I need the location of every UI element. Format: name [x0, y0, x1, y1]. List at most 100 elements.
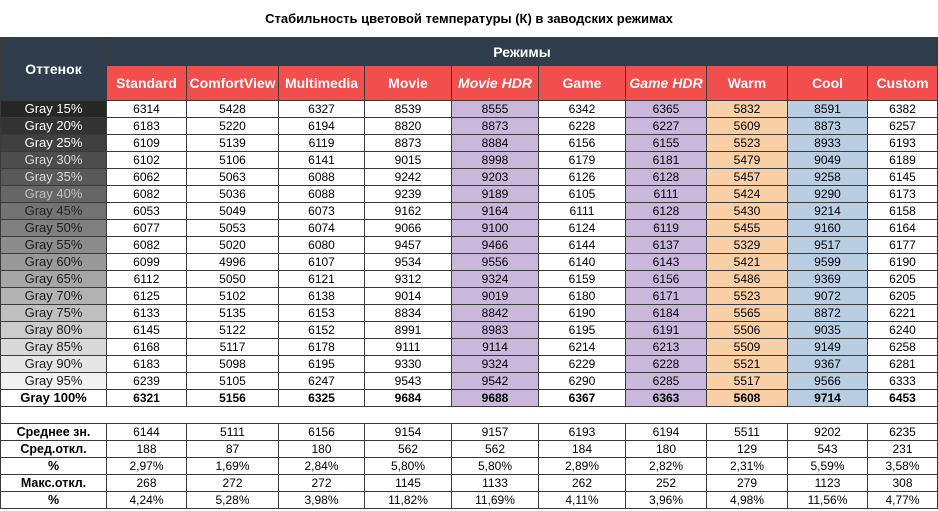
- value-cell: 6102: [106, 151, 187, 169]
- table-row: Gray 50% 6077 5053 6074 9066 9100 6124 6119 5455…: [0, 219, 938, 237]
- value-cell: 9015: [364, 151, 452, 169]
- value-cell: 6111: [625, 185, 707, 203]
- stats-value: 5111: [186, 423, 279, 441]
- value-cell: 6082: [106, 236, 187, 254]
- value-cell: 6082: [106, 185, 187, 203]
- value-cell: 6382: [867, 100, 938, 118]
- value-cell: 6080: [278, 236, 365, 254]
- gray-level-label: Gray 50%: [0, 219, 107, 237]
- stats-label: Среднее зн.: [0, 423, 107, 441]
- stats-label: %: [0, 457, 107, 475]
- value-cell: 6153: [278, 304, 365, 322]
- value-cell: 6156: [625, 270, 707, 288]
- stats-value: 2,31%: [706, 457, 788, 475]
- value-cell: 6144: [538, 236, 626, 254]
- value-cell: 6159: [538, 270, 626, 288]
- value-cell: 9164: [451, 202, 539, 220]
- stats-value: 5511: [706, 423, 788, 441]
- value-cell: 6221: [867, 304, 938, 322]
- stats-value: 272: [278, 474, 365, 492]
- value-cell: 5220: [186, 117, 279, 135]
- table-row: Gray 100% 6321 5156 6325 9684 9688 6367 6363 560…: [0, 389, 938, 407]
- value-cell: 5523: [706, 134, 788, 152]
- column-header: Custom: [867, 65, 938, 101]
- value-cell: 9239: [364, 185, 452, 203]
- value-cell: 6228: [538, 117, 626, 135]
- value-cell: 9214: [787, 202, 868, 220]
- value-cell: 9014: [364, 287, 452, 305]
- gray-level-label: Gray 100%: [0, 389, 107, 407]
- value-cell: 6062: [106, 168, 187, 186]
- value-cell: 9466: [451, 236, 539, 254]
- value-cell: 5479: [706, 151, 788, 169]
- value-cell: 6228: [625, 355, 707, 373]
- value-cell: 6314: [106, 100, 187, 118]
- value-cell: 6205: [867, 287, 938, 305]
- table-row: Gray 90% 6183 5098 6195 9330 9324 6229 6228 5521…: [0, 355, 938, 373]
- value-cell: 5053: [186, 219, 279, 237]
- stats-value: 3,98%: [278, 491, 365, 509]
- value-cell: 9324: [451, 355, 539, 373]
- value-cell: 6168: [106, 338, 187, 356]
- stats-value: 543: [787, 440, 868, 458]
- value-cell: 6126: [538, 168, 626, 186]
- value-cell: 9162: [364, 202, 452, 220]
- value-cell: 6205: [867, 270, 938, 288]
- gray-level-label: Gray 60%: [0, 253, 107, 271]
- value-cell: 9072: [787, 287, 868, 305]
- value-cell: 6141: [278, 151, 365, 169]
- value-cell: 9111: [364, 338, 452, 356]
- value-cell: 5156: [186, 389, 279, 407]
- table-row: Gray 60% 6099 4996 6107 9534 9556 6140 6143 5421…: [0, 253, 938, 271]
- value-cell: 6107: [278, 253, 365, 271]
- value-cell: 6281: [867, 355, 938, 373]
- value-cell: 6180: [538, 287, 626, 305]
- value-cell: 6367: [538, 389, 626, 407]
- column-header: Movie: [364, 65, 452, 101]
- value-cell: 6143: [625, 253, 707, 271]
- stats-value: 3,58%: [867, 457, 938, 475]
- separator-cell: [0, 406, 938, 424]
- value-cell: 9684: [364, 389, 452, 407]
- value-cell: 6333: [867, 372, 938, 390]
- value-cell: 6140: [538, 253, 626, 271]
- value-cell: 6158: [867, 202, 938, 220]
- value-cell: 6183: [106, 355, 187, 373]
- value-cell: 5455: [706, 219, 788, 237]
- column-header: Movie HDR: [451, 65, 539, 101]
- value-cell: 6128: [625, 168, 707, 186]
- value-cell: 9035: [787, 321, 868, 339]
- gray-level-label: Gray 40%: [0, 185, 107, 203]
- value-cell: 9312: [364, 270, 452, 288]
- value-cell: 9114: [451, 338, 539, 356]
- stats-value: 5,80%: [451, 457, 539, 475]
- table-row: Gray 80% 6145 5122 6152 8991 8983 6195 6191 5506…: [0, 321, 938, 339]
- value-cell: 6257: [867, 117, 938, 135]
- value-cell: 5036: [186, 185, 279, 203]
- value-cell: 5020: [186, 236, 279, 254]
- value-cell: 6229: [538, 355, 626, 373]
- stats-value: 2,89%: [538, 457, 626, 475]
- stats-value: 180: [625, 440, 707, 458]
- table-row: Gray 30% 6102 5106 6141 9015 8998 6179 6181 5479…: [0, 151, 938, 169]
- color-temperature-table: Оттенок Режимы Standard ComfortView Multim…: [0, 37, 938, 509]
- table-row: Gray 75% 6133 5135 6153 8834 8842 6190 6184 5565…: [0, 304, 938, 322]
- table-row: Gray 65% 6112 5050 6121 9312 9324 6159 6156 5486…: [0, 270, 938, 288]
- value-cell: 6342: [538, 100, 626, 118]
- value-cell: 6152: [278, 321, 365, 339]
- stats-value: 6235: [867, 423, 938, 441]
- value-cell: 6112: [106, 270, 187, 288]
- value-cell: 8884: [451, 134, 539, 152]
- value-cell: 5430: [706, 202, 788, 220]
- value-cell: 8555: [451, 100, 539, 118]
- value-cell: 5523: [706, 287, 788, 305]
- column-header: Warm: [706, 65, 788, 101]
- value-cell: 6125: [106, 287, 187, 305]
- value-cell: 6155: [625, 134, 707, 152]
- stats-value: 1133: [451, 474, 539, 492]
- value-cell: 9367: [787, 355, 868, 373]
- stats-value: 3,96%: [625, 491, 707, 509]
- value-cell: 9543: [364, 372, 452, 390]
- value-cell: 6181: [625, 151, 707, 169]
- value-cell: 6194: [278, 117, 365, 135]
